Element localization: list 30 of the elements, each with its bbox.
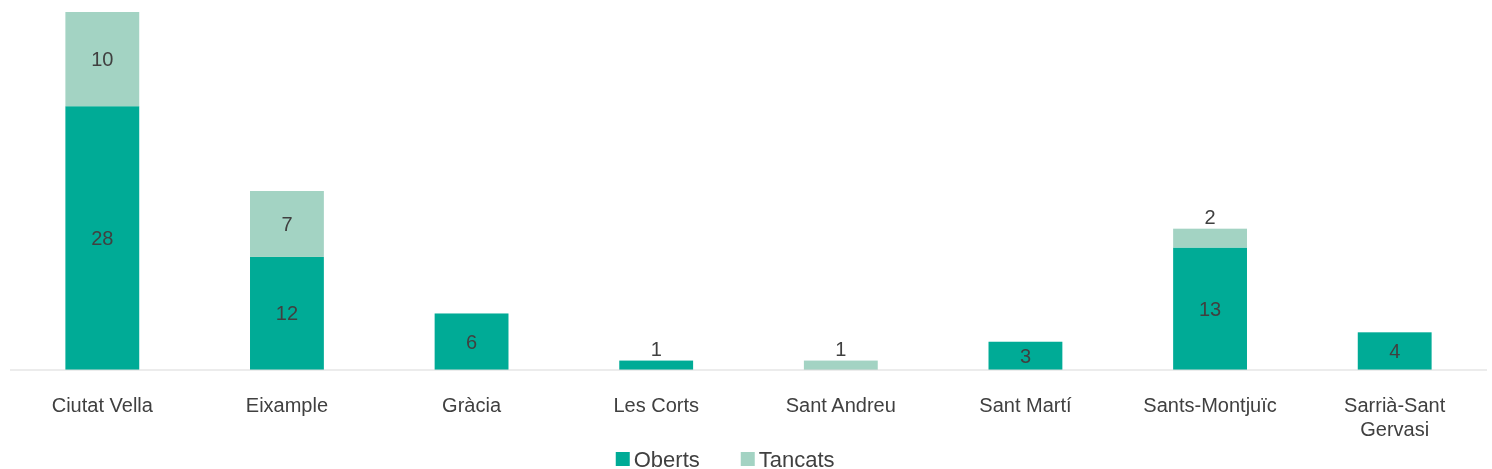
x-tick-label: Gràcia — [442, 394, 502, 416]
data-label: 3 — [1019, 344, 1031, 367]
x-tick-label: Eixample — [245, 394, 329, 416]
bar — [65, 106, 140, 370]
bar — [988, 341, 1063, 370]
bar — [250, 256, 324, 370]
data-label: 1 — [835, 337, 847, 360]
data-label: 6 — [466, 330, 478, 353]
data-label: 1 — [650, 337, 662, 360]
data-label: 7 — [281, 212, 293, 235]
bar — [65, 12, 140, 107]
x-tick-label: Les Corts — [613, 394, 699, 416]
x-tick-label: Sarrià-Sant Gervasi — [1344, 394, 1446, 440]
bar — [434, 313, 509, 370]
data-label: 4 — [1389, 340, 1401, 363]
bar — [1357, 332, 1432, 370]
data-label: 10 — [91, 48, 114, 71]
data-label: 13 — [1198, 297, 1222, 320]
x-tick-label: Ciutat Vella — [51, 394, 154, 416]
x-tick-label: Sants-Montjuïc — [1143, 394, 1277, 416]
data-label: 28 — [91, 227, 114, 250]
legend-label: Tancats — [758, 446, 835, 469]
bar — [1173, 228, 1247, 248]
x-tick-label: Sant Andreu — [785, 394, 896, 416]
bar — [250, 191, 324, 257]
bar — [1173, 247, 1247, 370]
x-tick-label: Sant Martí — [979, 394, 1072, 416]
data-label: 2 — [1204, 205, 1216, 228]
legend-label: Oberts — [633, 446, 700, 469]
data-label: 12 — [275, 302, 299, 325]
